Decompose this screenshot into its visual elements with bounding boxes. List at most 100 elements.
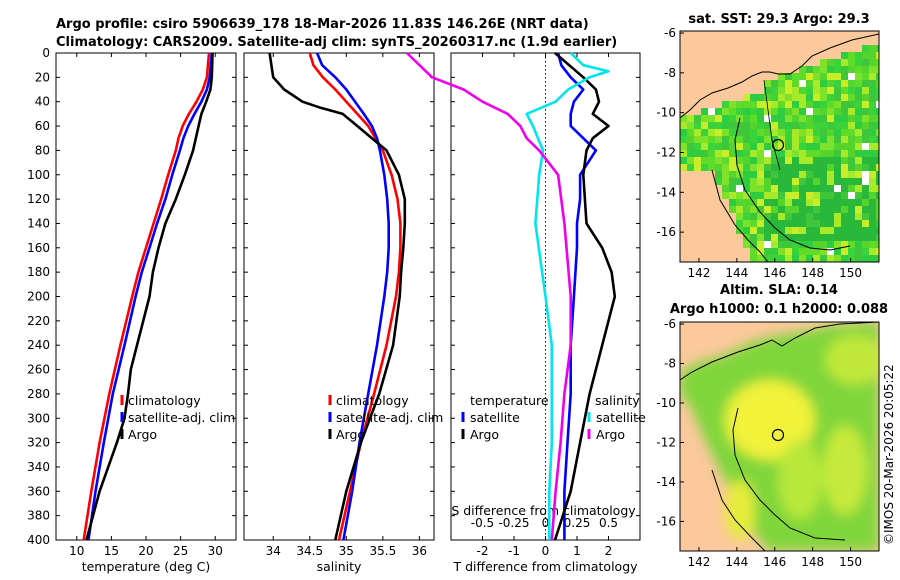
sst-map-cell [771, 129, 778, 136]
sst-map-cell [722, 122, 729, 129]
sst-map-cell [757, 129, 764, 136]
sst-map-cell [869, 157, 876, 164]
sst-map-cell [736, 143, 743, 150]
sst-map-cell [778, 115, 785, 122]
sst-map-cell [869, 143, 876, 150]
sst-map-cell [757, 248, 764, 255]
temperature-legend-label: satellite-adj. clim [128, 410, 235, 425]
sst-map-cell [778, 94, 785, 101]
sst-map-cell [764, 129, 771, 136]
sst-map-cell [729, 192, 736, 199]
sst-map-cell [743, 227, 750, 234]
sst-map-cell [771, 199, 778, 206]
temperature-legend-label: Argo [128, 427, 157, 442]
sst-map-cell [778, 248, 785, 255]
sst-map-cell [792, 220, 799, 227]
sst-map-cell [876, 115, 879, 122]
sst-map-cell [876, 129, 879, 136]
sst-map-cell [848, 248, 855, 255]
sst-map-cell [813, 199, 820, 206]
sst-map-cell [820, 101, 827, 108]
sst-map-cell [841, 143, 848, 150]
sst-map-xtick-label: 142 [687, 266, 710, 280]
sst-map-cell [680, 122, 687, 129]
sst-map-cell [869, 66, 876, 73]
sst-map-cell [729, 136, 736, 143]
sst-map-cell [827, 227, 834, 234]
depth-tick-label: 0 [42, 46, 50, 60]
sst-map-cell [715, 143, 722, 150]
sst-map-cell [701, 136, 708, 143]
sst-map-cell [736, 101, 743, 108]
sst-map-cell [827, 192, 834, 199]
sst-map-cell [722, 115, 729, 122]
sst-map-cell [736, 178, 743, 185]
sst-map-cell [799, 227, 806, 234]
sst-map-cell [778, 122, 785, 129]
sst-map-cell [876, 241, 879, 248]
sst-map-cell [869, 213, 876, 220]
sst-map-cell [855, 122, 862, 129]
sst-map-cell [778, 87, 785, 94]
sst-map-cell [876, 101, 879, 108]
sst-map-cell [743, 185, 750, 192]
sst-map-cell [799, 248, 806, 255]
sst-map-cell [855, 136, 862, 143]
sst-map-cell [736, 136, 743, 143]
sst-map-cell [701, 115, 708, 122]
sst-map-cell [778, 185, 785, 192]
sst-map-cell [771, 108, 778, 115]
sst-map-cell [869, 171, 876, 178]
sst-map-cell [855, 52, 862, 59]
sst-map-cell [827, 94, 834, 101]
sla-map-ytick-label: -8 [664, 356, 676, 370]
sst-map-cell [834, 136, 841, 143]
sst-map-cell [750, 248, 757, 255]
sst-map-cell [820, 220, 827, 227]
sst-map-cell [708, 150, 715, 157]
sst-map-cell [848, 171, 855, 178]
sst-map-cell [722, 108, 729, 115]
sst-map-cell [785, 122, 792, 129]
sst-map-cell [841, 108, 848, 115]
sst-map-cell [785, 87, 792, 94]
sst-map-cell [834, 122, 841, 129]
sst-map-cell [862, 143, 869, 150]
sst-map-cell [869, 241, 876, 248]
sst-map-cell [694, 122, 701, 129]
sst-map-cell [778, 241, 785, 248]
difference-series-s-satellite [525, 52, 610, 540]
sst-map-cell [862, 101, 869, 108]
sla-map-ytick-label: -10 [656, 396, 676, 410]
sst-map-cell [708, 115, 715, 122]
sst-map-cell [806, 178, 813, 185]
sst-map-cell [813, 87, 820, 94]
sst-map-field [680, 45, 879, 262]
sst-map-cell [834, 206, 841, 213]
salinity-xtick-label: 36 [412, 544, 427, 558]
sst-map-cell [729, 122, 736, 129]
sst-map-cell [869, 129, 876, 136]
sst-map-cell [848, 234, 855, 241]
sst-map-cell [764, 248, 771, 255]
legend-header-salinity: salinity [595, 393, 640, 408]
sst-map-cell [799, 199, 806, 206]
sst-map-cell [785, 108, 792, 115]
sst-map-cell [813, 73, 820, 80]
sst-map-cell [792, 157, 799, 164]
sst-map-cell [785, 199, 792, 206]
sst-map-cell [827, 206, 834, 213]
sst-map-cell [813, 129, 820, 136]
sst-map-cell [841, 66, 848, 73]
sst-map-cell [834, 143, 841, 150]
sst-map-cell [855, 108, 862, 115]
sst-map-xtick-label: 146 [763, 266, 786, 280]
difference-xlabel: T difference from climatology [452, 559, 638, 574]
sst-map-cell [876, 178, 879, 185]
sst-map-cell [841, 227, 848, 234]
sst-map-cell [694, 150, 701, 157]
sst-map-title: sat. SST: 29.3 Argo: 29.3 [688, 12, 869, 27]
sst-map-cell [876, 157, 879, 164]
temperature-series-climatology [82, 52, 211, 541]
sst-map-cell [736, 171, 743, 178]
